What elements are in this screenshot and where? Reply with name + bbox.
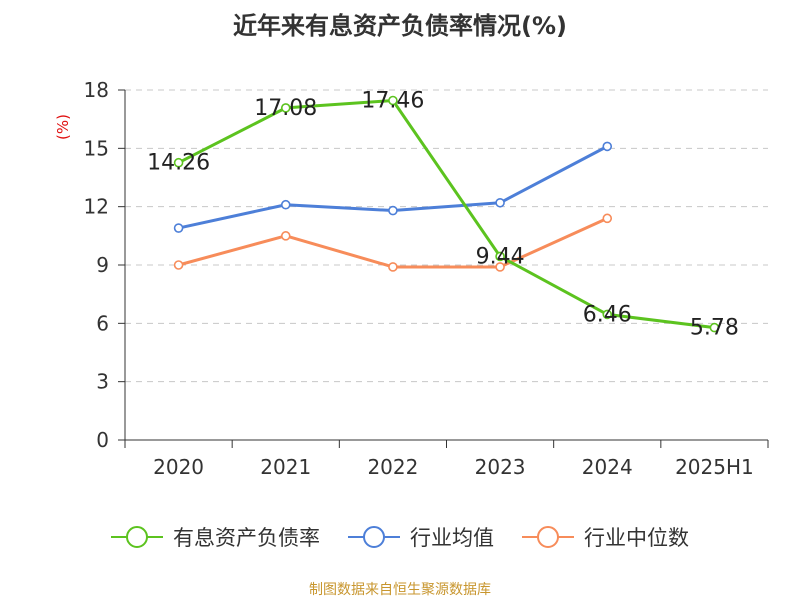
x-tick-label: 2024 (582, 455, 633, 479)
data-point (280, 231, 291, 241)
x-tick-label: 2022 (367, 455, 418, 479)
data-label: 17.08 (254, 96, 317, 121)
data-label: 9.44 (476, 244, 525, 269)
data-point (388, 262, 398, 272)
x-tick-label: 2020 (153, 455, 204, 479)
data-label: 5.78 (690, 316, 739, 341)
series-line (178, 216, 608, 269)
data-point (173, 223, 184, 233)
data-point (709, 322, 720, 333)
y-tick-label: 0 (96, 428, 109, 452)
data-label: 6.46 (583, 302, 632, 327)
series-line (178, 145, 608, 230)
source-footer: 制图数据来自恒生聚源数据库 (309, 582, 491, 598)
data-point (173, 157, 184, 168)
x-tick-label: 2023 (475, 455, 526, 479)
legend-marker-icon (363, 526, 385, 548)
x-tick-label: 2025H1 (675, 455, 754, 479)
legend-item: 有息资产负债率 (111, 526, 320, 550)
legend-label: 行业中位数 (584, 526, 689, 550)
x-tick-label: 2021 (260, 455, 311, 479)
data-point (602, 309, 613, 320)
legend-item: 行业均值 (348, 526, 494, 550)
legend-marker-icon (537, 526, 559, 548)
legend-item: 行业中位数 (522, 526, 689, 550)
data-point (280, 199, 291, 210)
data-point (495, 251, 505, 262)
y-tick-label: 18 (84, 78, 109, 102)
y-tick-label: 9 (96, 253, 109, 277)
data-label: 14.26 (147, 151, 210, 176)
data-point (388, 95, 398, 106)
y-tick-label: 15 (84, 136, 109, 160)
y-tick-label: 6 (96, 311, 109, 335)
y-tick-label: 12 (84, 195, 109, 219)
series-line (177, 99, 715, 330)
legend-label: 有息资产负债率 (173, 526, 320, 550)
y-tick-label: 3 (96, 370, 109, 394)
y-axis-unit-label: (%) (54, 114, 72, 140)
data-label: 17.46 (361, 89, 424, 114)
data-point (495, 197, 505, 208)
data-point (280, 103, 291, 113)
data-point (602, 141, 613, 152)
data-point (173, 260, 184, 270)
legend-label: 行业均值 (410, 526, 494, 550)
data-point (495, 262, 505, 272)
legend-marker-icon (126, 526, 148, 548)
chart-title: 近年来有息资产负债率情况(%) (233, 12, 567, 40)
data-point (602, 213, 613, 224)
data-point (388, 205, 398, 216)
